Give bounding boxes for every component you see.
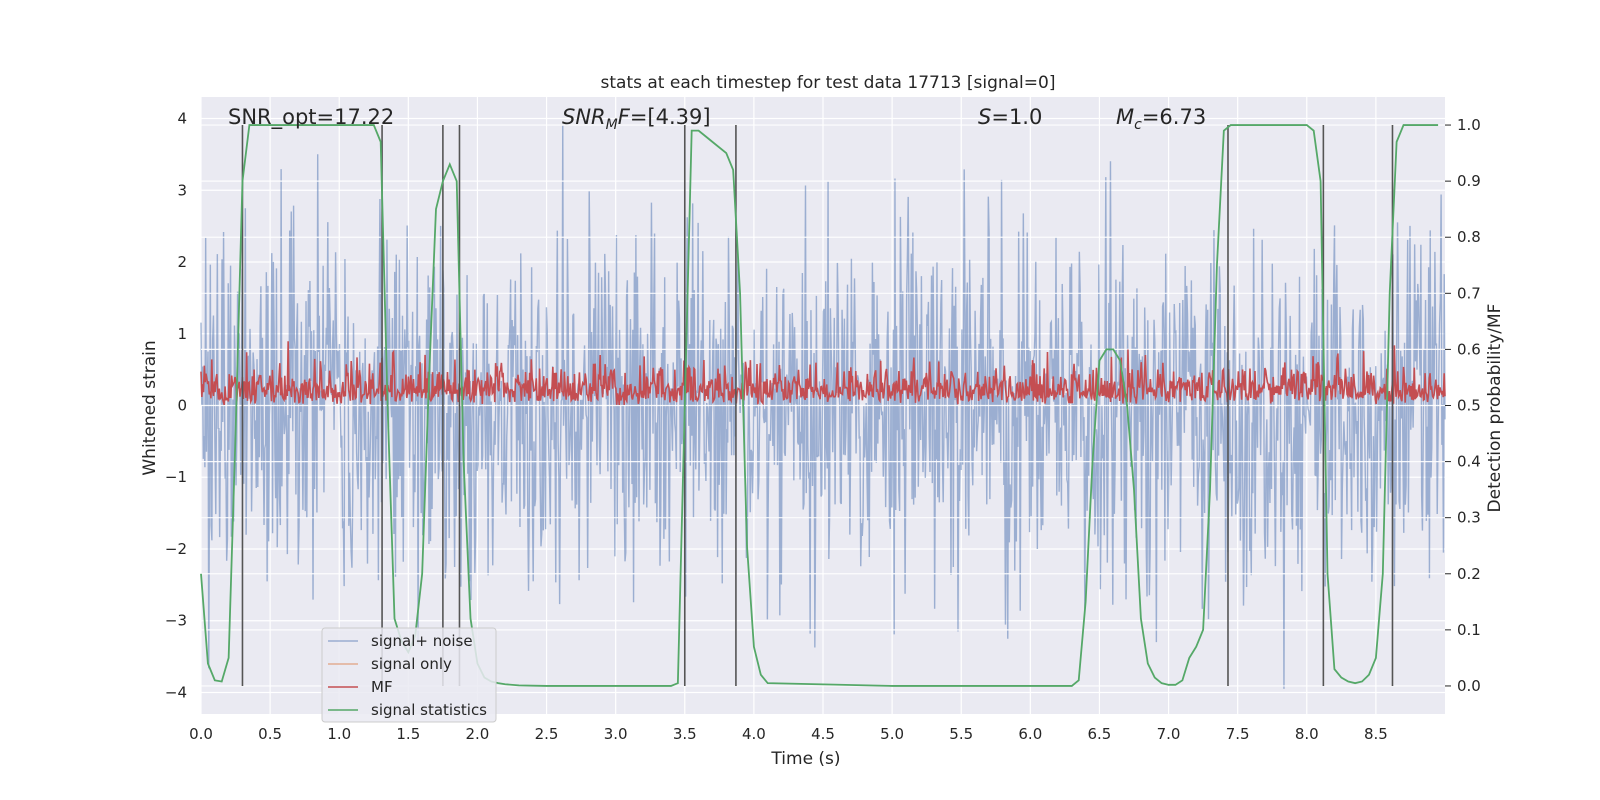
x-tick-label: 3.5 (673, 725, 697, 743)
x-tick-label: 8.5 (1364, 725, 1388, 743)
x-tick-label: 1.5 (396, 725, 420, 743)
annotation-s: S=1.0 (978, 105, 1042, 129)
x-tick-label: 8.0 (1295, 725, 1319, 743)
mf-series (200, 341, 1446, 406)
y-tick-label-left: 1 (177, 325, 187, 343)
mc-value: =6.73 (1142, 105, 1206, 129)
x-axis-label: Time (s) (770, 749, 840, 769)
x-tick-label: 5.5 (949, 725, 973, 743)
y-tick-label-left: 2 (177, 253, 187, 271)
s-value: =1.0 (991, 105, 1042, 129)
snr-mf-subscript: M (606, 117, 618, 133)
snr-mf-symbol: SNR (562, 105, 606, 129)
y-axis-right-label: Detection probability/MF (1485, 304, 1505, 513)
x-tick-label: 7.0 (1157, 725, 1181, 743)
snr-mf-value: =[4.39] (630, 105, 711, 129)
snr-mf-symbol-f: F (618, 105, 631, 129)
mc-subscript: c (1134, 117, 1142, 133)
x-tick-label: 0.0 (189, 725, 213, 743)
y-tick-label-right: 1.0 (1457, 116, 1481, 134)
y-tick-label-right: 0.8 (1457, 228, 1481, 246)
y-tick-label-left: 4 (177, 110, 187, 128)
y-tick-label-left: −1 (165, 468, 187, 486)
s-symbol: S (978, 105, 991, 129)
mf-line (200, 341, 1446, 406)
signal-statistics-series (200, 124, 1439, 687)
y-tick-label-left: −4 (165, 683, 187, 701)
x-tick-label: 4.0 (742, 725, 766, 743)
annotation-snr-opt: SNR_opt=17.22 (228, 105, 394, 130)
x-tick-label: 2.5 (535, 725, 559, 743)
mc-symbol: M (1116, 105, 1134, 129)
y-tick-label-right: 0.5 (1457, 397, 1481, 415)
x-tick-label: 3.0 (604, 725, 628, 743)
x-tick-label: 4.5 (811, 725, 835, 743)
y-tick-label-right: 0.2 (1457, 565, 1481, 583)
y-tick-label-right: 0.6 (1457, 340, 1481, 358)
signal-noise-line (200, 125, 1446, 689)
chart-title: stats at each timestep for test data 177… (601, 73, 1056, 93)
annotation-snr-mf: SNRMF=[4.39] (562, 105, 711, 133)
y-tick-label-right: 0.4 (1457, 453, 1481, 471)
x-tick-label: 1.0 (327, 725, 351, 743)
y-tick-label-right: 0.1 (1457, 621, 1481, 639)
x-tick-label: 6.5 (1088, 725, 1112, 743)
y-tick-label-right: 0.7 (1457, 284, 1481, 302)
legend-entry-noise: signal+ noise (371, 632, 473, 650)
y-tick-label-left: −2 (165, 540, 187, 558)
x-tick-label: 6.0 (1018, 725, 1042, 743)
legend-entry-statistics: signal statistics (371, 701, 487, 719)
y-tick-label-right: 0.9 (1457, 172, 1481, 190)
legend: signal+ noise signal only MF signal stat… (321, 627, 497, 723)
x-tick-label: 0.5 (258, 725, 282, 743)
legend-box (321, 627, 497, 723)
y-tick-label-right: 0.3 (1457, 509, 1481, 527)
annotation-mc: Mc=6.73 (1116, 105, 1206, 133)
legend-entry-mf: MF (371, 678, 393, 696)
y-tick-label-left: 3 (177, 181, 187, 199)
x-tick-label: 7.5 (1226, 725, 1250, 743)
signal-statistics-line (200, 124, 1439, 687)
legend-entry-signal-only: signal only (371, 655, 452, 673)
tick-labels: 0.0 0.5 1.0 1.5 2.0 2.5 3.0 3.5 4.0 4.5 5.0 5.5 6.0 6… (165, 110, 1481, 743)
y-tick-label-left: −3 (165, 612, 187, 630)
y-tick-label-left: 0 (177, 397, 187, 415)
x-tick-label: 5.0 (880, 725, 904, 743)
y-axis-left-label: Whitened strain (140, 340, 160, 475)
y-tick-label-right: 0.0 (1457, 677, 1481, 695)
x-tick-label: 2.0 (466, 725, 490, 743)
